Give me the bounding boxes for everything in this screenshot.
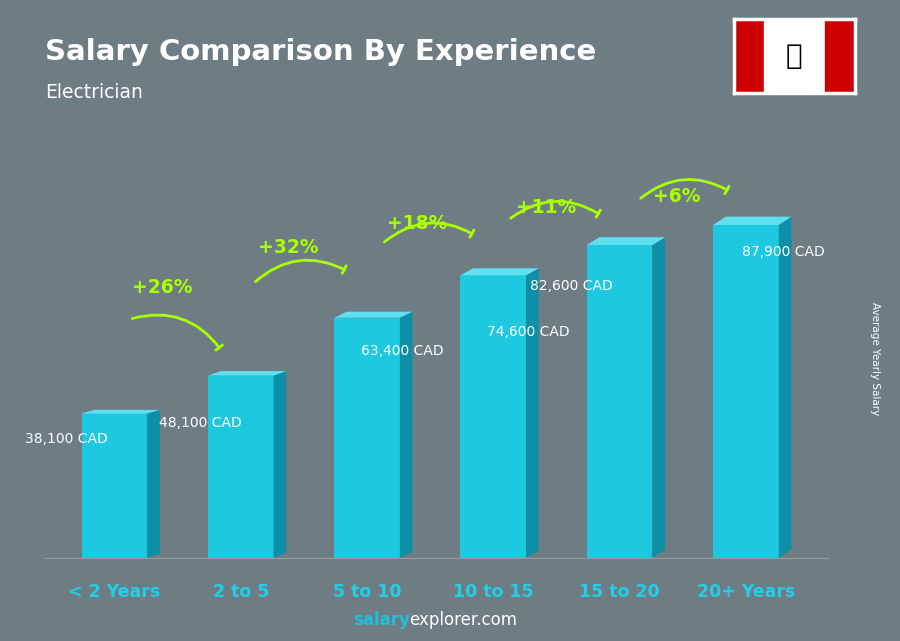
FancyBboxPatch shape xyxy=(208,376,274,558)
Text: Salary Comparison By Experience: Salary Comparison By Experience xyxy=(45,38,596,67)
Bar xyxy=(734,19,764,93)
Polygon shape xyxy=(461,268,539,276)
FancyBboxPatch shape xyxy=(587,245,652,558)
Polygon shape xyxy=(208,371,286,376)
Text: 87,900 CAD: 87,900 CAD xyxy=(742,245,825,258)
Polygon shape xyxy=(400,312,412,558)
Text: 🍁: 🍁 xyxy=(786,42,803,70)
Text: 82,600 CAD: 82,600 CAD xyxy=(530,279,613,293)
FancyBboxPatch shape xyxy=(82,413,148,558)
Text: salary: salary xyxy=(353,611,410,629)
Text: +11%: +11% xyxy=(517,199,577,217)
Polygon shape xyxy=(82,410,160,413)
Text: +26%: +26% xyxy=(132,278,193,297)
Polygon shape xyxy=(148,410,160,558)
Polygon shape xyxy=(778,217,791,558)
FancyBboxPatch shape xyxy=(461,276,526,558)
Polygon shape xyxy=(587,237,665,245)
Text: +32%: +32% xyxy=(258,238,319,257)
Text: Average Yearly Salary: Average Yearly Salary xyxy=(869,303,880,415)
Bar xyxy=(824,19,855,93)
Bar xyxy=(764,19,824,93)
Text: +6%: +6% xyxy=(652,187,700,206)
Polygon shape xyxy=(652,237,665,558)
Text: 38,100 CAD: 38,100 CAD xyxy=(25,433,108,446)
Text: 63,400 CAD: 63,400 CAD xyxy=(361,344,444,358)
Text: +18%: +18% xyxy=(387,214,447,233)
FancyBboxPatch shape xyxy=(713,225,778,558)
Polygon shape xyxy=(274,371,286,558)
FancyBboxPatch shape xyxy=(334,318,400,558)
Text: explorer.com: explorer.com xyxy=(410,611,518,629)
Text: 48,100 CAD: 48,100 CAD xyxy=(159,416,242,430)
Text: 74,600 CAD: 74,600 CAD xyxy=(488,325,570,339)
Polygon shape xyxy=(334,312,412,318)
Polygon shape xyxy=(713,217,791,225)
Text: Electrician: Electrician xyxy=(45,83,143,103)
Polygon shape xyxy=(526,268,539,558)
